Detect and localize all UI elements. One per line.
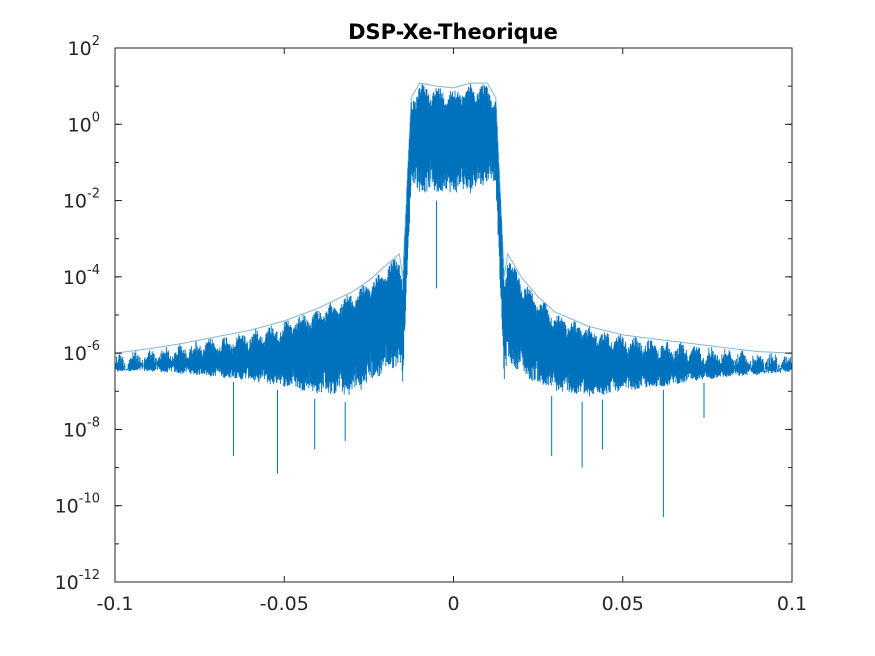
x-axis: -0.1 -0.05 0 0.05 0.1	[96, 48, 807, 615]
x-tick-label: -0.1	[96, 593, 133, 615]
x-tick-label: 0.1	[777, 593, 807, 615]
y-tick-label: 10-8	[63, 415, 100, 441]
y-tick-label: 100	[68, 110, 100, 136]
chart-title: DSP-Xe-Theorique	[348, 20, 558, 44]
x-tick-label: 0	[447, 593, 459, 615]
y-tick-label: 10-6	[63, 339, 100, 365]
y-axis: 10-12 10-10 10-8 10-6 10-4 10-2 100 102	[55, 34, 792, 594]
y-tick-label: 10-12	[55, 568, 100, 594]
y-tick-label: 102	[68, 34, 100, 60]
x-tick-label: 0.05	[602, 593, 644, 615]
series-layer	[115, 82, 792, 518]
y-tick-label: 10-2	[63, 187, 100, 213]
spectrum-envelope	[115, 82, 792, 354]
x-tick-label: -0.05	[260, 593, 309, 615]
spectrum-series-body	[115, 83, 792, 397]
y-tick-label: 10-4	[63, 263, 100, 289]
y-tick-label: 10-10	[55, 492, 100, 518]
